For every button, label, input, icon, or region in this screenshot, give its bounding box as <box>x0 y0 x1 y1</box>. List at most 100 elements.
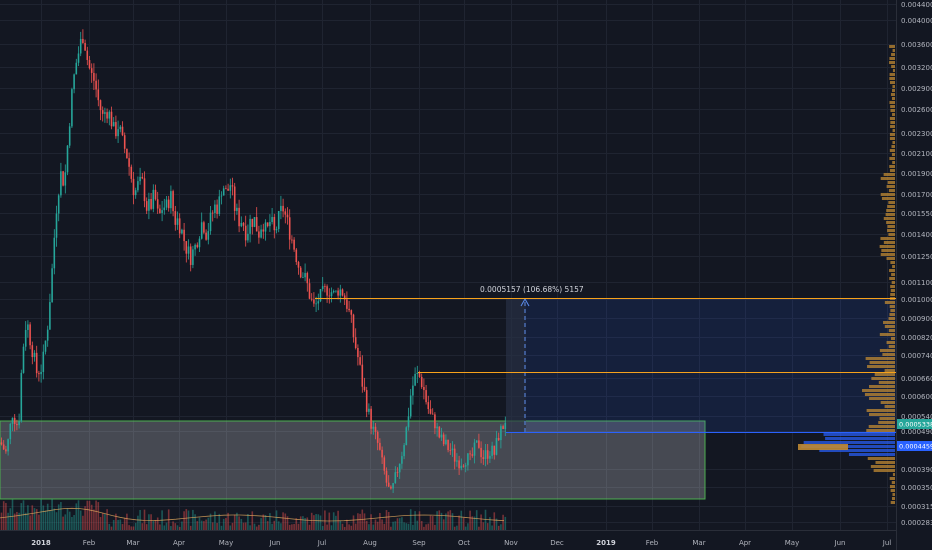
candle-body <box>51 268 53 303</box>
candle-body <box>172 191 174 212</box>
candle-body <box>258 231 260 238</box>
candle-body <box>429 409 432 414</box>
volume-bar <box>497 525 500 530</box>
candle-body <box>106 112 108 119</box>
volume-ma-line <box>0 507 505 522</box>
candle-body <box>299 267 302 278</box>
volume-profile-bar <box>867 457 895 460</box>
volume-bar <box>99 517 102 530</box>
volume-bar <box>198 517 201 530</box>
candle-body <box>53 237 56 269</box>
measure-label: 0.0005157 (106.68%) 5157 <box>480 285 584 294</box>
volume-profile-bar <box>889 165 895 168</box>
candle-body <box>277 210 280 230</box>
candle-body <box>266 222 269 227</box>
volume-bar <box>357 513 359 530</box>
volume-bar <box>414 511 416 530</box>
volume-bar <box>119 519 122 530</box>
volume-bar <box>260 518 262 530</box>
time-axis[interactable]: 2018 Feb Mar Apr May Jun Jul Aug Sep Oct Nov Dec 201… <box>0 530 896 548</box>
volume-profile-bar <box>889 77 895 80</box>
volume-bar <box>216 522 218 530</box>
volume-bar <box>315 514 317 530</box>
price-axis-background <box>897 0 932 550</box>
candle-body <box>310 298 313 300</box>
candle-body <box>357 348 359 358</box>
candle-body <box>7 439 9 452</box>
candle-body <box>392 483 394 489</box>
volume-bar <box>53 508 56 530</box>
candle-body <box>434 414 436 429</box>
volume-bar <box>244 522 247 530</box>
candle-body <box>104 112 106 114</box>
candle-body <box>403 445 405 457</box>
volume-bar <box>255 526 258 530</box>
candle-body <box>161 210 163 213</box>
volume-bar <box>71 516 73 530</box>
volume-bar <box>40 499 42 530</box>
candle-body <box>167 199 170 209</box>
volume-bar <box>95 500 97 530</box>
candle-body <box>260 229 262 238</box>
volume-bar <box>132 526 135 530</box>
volume-bar <box>436 511 438 530</box>
candle-body <box>159 208 161 213</box>
candle-body <box>409 395 412 417</box>
volume-bar <box>374 519 377 530</box>
volume-bar <box>341 523 344 530</box>
candle-body <box>445 439 447 445</box>
price-axis[interactable]: 0.0044000 0.0040000 0.0036000 0.0032000 0.00… <box>901 1 932 527</box>
volume-bar <box>431 516 434 530</box>
volume-bar <box>284 513 287 530</box>
volume-bar <box>277 521 280 530</box>
volume-bar <box>209 513 212 530</box>
candle-body <box>387 482 390 487</box>
candle-body <box>495 437 498 455</box>
candle-body <box>55 213 58 238</box>
volume-bar <box>381 519 383 530</box>
volume-bar <box>396 518 399 530</box>
volume-bar <box>427 523 430 530</box>
candle-body <box>57 195 60 214</box>
volume-profile-bar <box>883 241 895 244</box>
level-lines[interactable] <box>315 298 896 433</box>
time-tick-label: Nov <box>504 539 518 547</box>
volume-bar <box>112 519 115 530</box>
volume-bar <box>271 523 273 530</box>
price-tick-label: 0.0006000 <box>901 393 932 401</box>
volume-profile-bar <box>887 225 895 228</box>
candle-body <box>117 129 119 137</box>
candle-body <box>493 445 496 455</box>
volume-profile-bar <box>879 245 895 248</box>
volume-bar <box>451 513 454 530</box>
volume-profile-bar <box>864 393 895 396</box>
candle-body <box>220 195 223 197</box>
volume-profile-bar <box>892 89 895 92</box>
volume-bar <box>478 526 480 530</box>
volume-bar <box>354 523 357 530</box>
volume-bar <box>128 525 130 530</box>
candle-body <box>13 417 16 424</box>
candle-body <box>418 372 421 377</box>
candlestick-series[interactable] <box>0 29 507 493</box>
volume-profile-bar <box>891 497 895 500</box>
candle-body <box>262 229 265 232</box>
candle-body <box>372 426 375 429</box>
candle-body <box>414 373 416 386</box>
measure-annotation: 0.0005157 (106.68%) 5157 <box>480 285 584 294</box>
candle-body <box>293 239 295 250</box>
volume-profile-bar <box>869 385 895 388</box>
candle-body <box>126 148 128 159</box>
candle-body <box>187 246 190 254</box>
candle-body <box>295 249 298 263</box>
candle-body <box>436 426 438 429</box>
volume-bar <box>242 522 245 530</box>
candle-body <box>315 303 317 305</box>
volume-bar <box>88 500 91 530</box>
volume-bar <box>156 517 159 530</box>
volume-profile-bar <box>879 333 895 336</box>
candle-body <box>214 204 216 213</box>
price-tick-label: 0.0003500 <box>901 484 932 492</box>
candle-body <box>427 402 430 410</box>
